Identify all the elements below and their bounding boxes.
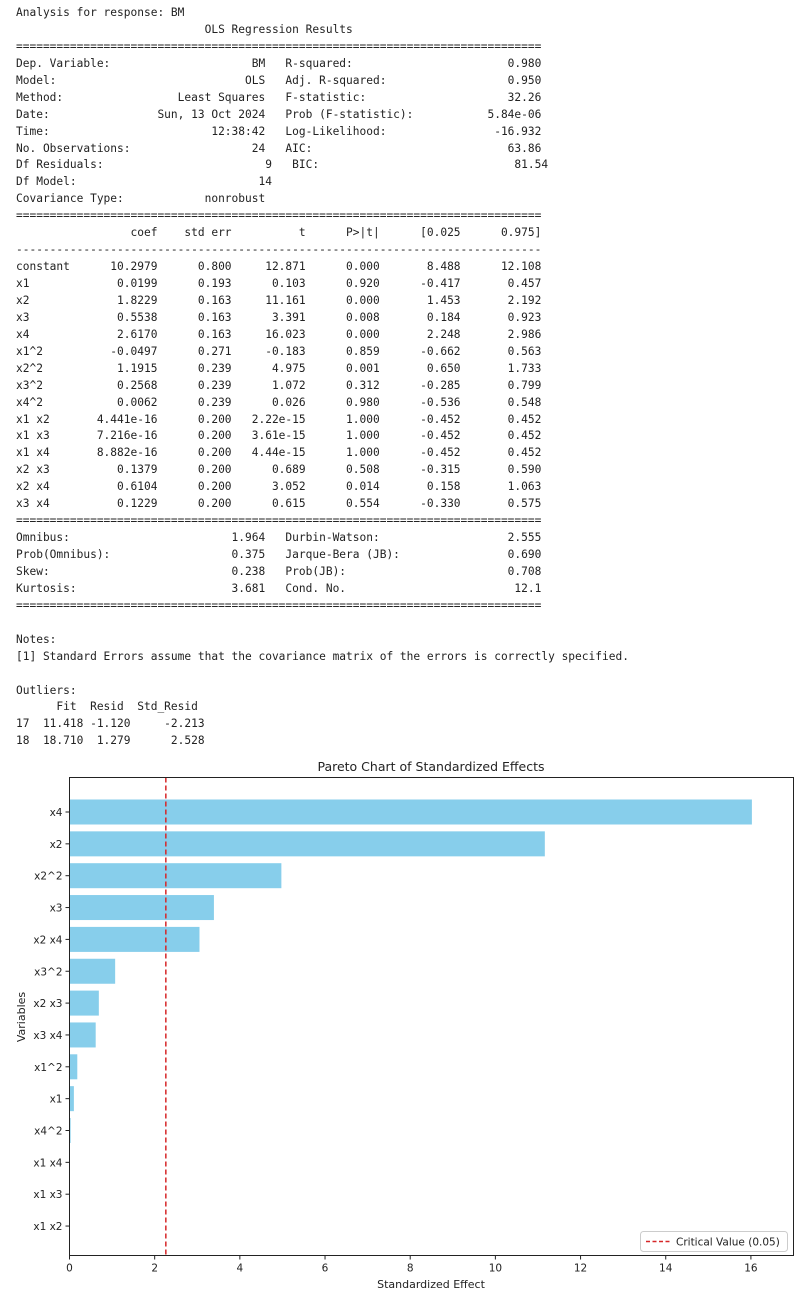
legend-label: Critical Value (0.05) — [676, 1237, 780, 1249]
bar — [69, 1118, 71, 1143]
console-line: 18 18.710 1.279 2.528 — [16, 734, 205, 748]
console-line: x1^2 -0.0497 0.271 -0.183 0.859 -0.662 0… — [16, 344, 542, 358]
console-line: Outliers: — [16, 683, 77, 697]
x-tick-label: 10 — [489, 1263, 502, 1275]
console-line: Method: Least Squares F-statistic: 32.26 — [16, 90, 542, 104]
console-line: ========================================… — [16, 39, 542, 53]
console-line: constant 10.2979 0.800 12.871 0.000 8.48… — [16, 260, 542, 274]
console-line: Prob(Omnibus): 0.375 Jarque-Bera (JB): 0… — [16, 548, 542, 561]
console-line: x2 x3 0.1379 0.200 0.689 0.508 -0.315 0.… — [16, 463, 542, 477]
y-tick-label: x2 x4 — [33, 934, 62, 946]
console-line: [1] Standard Errors assume that the cova… — [16, 649, 629, 663]
console-line: x1 x4 8.882e-16 0.200 4.44e-15 1.000 -0.… — [16, 446, 542, 460]
bar — [69, 990, 99, 1016]
bar — [69, 863, 282, 889]
console-line: Omnibus: 1.964 Durbin-Watson: 2.555 — [16, 531, 542, 545]
x-tick-label: 2 — [151, 1263, 158, 1275]
console-line: Df Model: 14 — [16, 175, 549, 189]
console-line: Skew: 0.238 Prob(JB): 0.708 — [16, 564, 542, 578]
bar — [69, 895, 214, 921]
y-tick-label: x2^2 — [34, 871, 62, 883]
y-tick-label: x1^2 — [34, 1062, 62, 1074]
console-line: Dep. Variable: BM R-squared: 0.980 — [16, 56, 542, 70]
x-tick-label: 16 — [744, 1263, 758, 1275]
y-tick-label: x4^2 — [34, 1126, 62, 1138]
pareto-chart: Pareto Chart of Standardized Effects x4x… — [15, 759, 794, 1291]
regression-output: Analysis for response: BM OLS Regression… — [16, 5, 796, 750]
console-line: ========================================… — [16, 514, 542, 528]
bar — [69, 1086, 74, 1112]
console-line: ========================================… — [16, 209, 542, 223]
y-tick-label: x1 x2 — [33, 1221, 62, 1233]
console-line: Time: 12:38:42 Log-Likelihood: -16.932 — [16, 124, 542, 138]
x-ticks: 0 2 4 6 8 10 12 14 16 — [66, 1255, 758, 1275]
console-line: Covariance Type: nonrobust — [16, 192, 542, 206]
y-tick-label: x2 x3 — [33, 998, 62, 1010]
console-line: Fit Resid Std_Resid — [16, 700, 198, 714]
console-line: Notes: — [16, 632, 57, 646]
y-tick-label: x3 — [50, 903, 63, 915]
console-line: coef std err t P>|t| [0.025 0.975] — [16, 226, 542, 240]
console-line — [16, 615, 796, 632]
y-tick-label: x1 x3 — [33, 1189, 62, 1201]
bar — [69, 1022, 96, 1048]
y-tick-label: x3 x4 — [33, 1030, 62, 1042]
legend-box — [640, 1231, 788, 1252]
bar — [69, 926, 200, 952]
x-axis-label: Standardized Effect — [377, 1278, 485, 1291]
console-line: Kurtosis: 3.681 Cond. No. 12.1 — [16, 581, 542, 595]
y-ticks: x4 x2 x2^2 x3 x2 x4 x3^2 x2 x3 x3 x4 x1^2 x1 x4^2 x… — [33, 807, 70, 1233]
console-line: Analysis for response: BM — [16, 6, 185, 19]
console-line: x1 x2 4.441e-16 0.200 2.22e-15 1.000 -0.… — [16, 412, 542, 426]
console-line: ----------------------------------------… — [16, 243, 542, 257]
y-tick-label: x2 — [50, 839, 63, 851]
bar — [69, 799, 752, 825]
y-tick-label: x1 x4 — [33, 1157, 62, 1169]
console-line: x3^2 0.2568 0.239 1.072 0.312 -0.285 0.7… — [16, 378, 542, 392]
console-line: 17 11.418 -1.120 -2.213 — [16, 717, 205, 731]
plot-frame — [69, 777, 794, 1256]
x-tick-label: 12 — [574, 1263, 587, 1275]
y-tick-label: x4 — [50, 807, 63, 819]
chart-title: Pareto Chart of Standardized Effects — [317, 759, 544, 774]
bars-layer — [69, 799, 752, 1143]
console-line: x1 0.0199 0.193 0.103 0.920 -0.417 0.457 — [16, 277, 542, 290]
console-line: ========================================… — [16, 598, 542, 612]
bar — [69, 1054, 78, 1080]
console-line: x2 1.8229 0.163 11.161 0.000 1.453 2.192 — [16, 293, 542, 307]
bar — [69, 958, 116, 984]
console-line — [16, 666, 796, 683]
console-line: No. Observations: 24 AIC: 63.86 — [16, 141, 542, 155]
console-line: Model: OLS Adj. R-squared: 0.950 — [16, 73, 542, 87]
y-axis-label: Variables — [15, 992, 28, 1043]
bar — [69, 831, 545, 857]
y-tick-label: x1 — [50, 1094, 63, 1106]
console-line: x4^2 0.0062 0.239 0.026 0.980 -0.536 0.5… — [16, 395, 542, 409]
x-tick-label: 8 — [407, 1263, 414, 1275]
x-tick-label: 4 — [237, 1263, 244, 1275]
console-line: x3 0.5538 0.163 3.391 0.008 0.184 0.923 — [16, 310, 542, 324]
console-line: OLS Regression Results — [16, 22, 542, 36]
y-tick-label: x3^2 — [34, 966, 62, 978]
console-line: x2^2 1.1915 0.239 4.975 0.001 0.650 1.73… — [16, 361, 542, 375]
x-tick-label: 14 — [659, 1263, 673, 1275]
console-line: x4 2.6170 0.163 16.023 0.000 2.248 2.986 — [16, 327, 542, 341]
x-tick-label: 0 — [66, 1263, 73, 1275]
legend: Critical Value (0.05) — [640, 1231, 788, 1252]
console-line: x1 x3 7.216e-16 0.200 3.61e-15 1.000 -0.… — [16, 429, 542, 443]
console-line: x2 x4 0.6104 0.200 3.052 0.014 0.158 1.0… — [16, 480, 542, 494]
console-line: Df Residuals: 9 BIC: 81.54 — [16, 158, 549, 172]
console-line: x3 x4 0.1229 0.200 0.615 0.554 -0.330 0.… — [16, 497, 542, 511]
console-line: Date: Sun, 13 Oct 2024 Prob (F-statistic… — [16, 107, 542, 121]
x-tick-label: 6 — [322, 1263, 329, 1275]
